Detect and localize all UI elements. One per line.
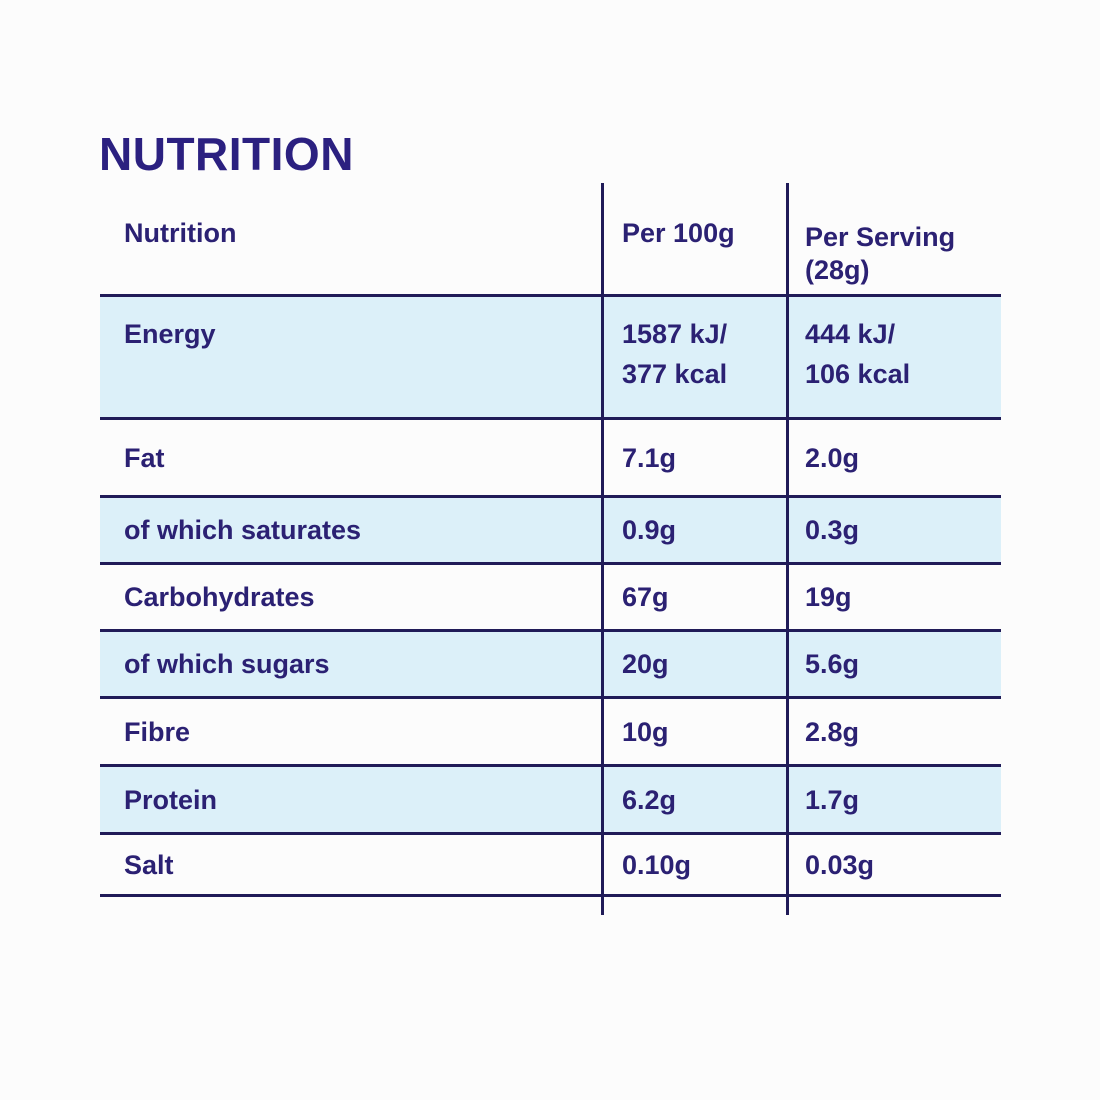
row-value-per-serving: 0.03g	[805, 849, 875, 880]
table-row-fibre: Fibre 10g 2.8g	[100, 696, 1001, 764]
row-value-per-serving: 444 kJ/ 106 kcal	[805, 319, 911, 389]
nutrition-table: Nutrition Per 100g Per Serving (28g) Ene…	[100, 183, 1001, 915]
row-value-per-100g: 1587 kJ/ 377 kcal	[622, 319, 728, 389]
row-label: Protein	[124, 784, 218, 815]
header-cell-per-100g: Per 100g	[622, 218, 735, 248]
table-row-salt: Salt 0.10g 0.03g	[100, 832, 1001, 897]
row-label: of which sugars	[124, 649, 330, 679]
row-label: of which saturates	[124, 515, 362, 545]
column-divider-line	[601, 183, 604, 915]
table-row-carbohydrates: Carbohydrates 67g 19g	[100, 562, 1001, 629]
row-value-per-serving: 19g	[805, 582, 852, 612]
row-label: Energy	[124, 319, 216, 349]
row-label: Salt	[124, 849, 174, 880]
header-cell-per-serving: Per Serving (28g)	[805, 222, 956, 285]
table-row-energy: Energy 1587 kJ/ 377 kcal 444 kJ/ 106 kca…	[100, 294, 1001, 417]
column-divider-line	[786, 183, 789, 915]
row-value-per-100g: 7.1g	[622, 442, 677, 473]
row-label: Carbohydrates	[124, 582, 315, 612]
row-value-per-serving: 0.3g	[805, 515, 860, 545]
table-row-protein: Protein 6.2g 1.7g	[100, 764, 1001, 832]
table-header-row: Nutrition Per 100g Per Serving (28g)	[100, 183, 1001, 294]
row-value-per-100g: 0.9g	[622, 515, 677, 545]
row-value-per-serving: 2.8g	[805, 716, 860, 747]
header-cell-nutrition: Nutrition	[124, 218, 237, 248]
page-title: NUTRITION	[99, 128, 354, 180]
row-label: Fibre	[124, 716, 191, 747]
row-value-per-100g: 6.2g	[622, 784, 677, 815]
row-value-per-100g: 10g	[622, 716, 669, 747]
row-value-per-serving: 5.6g	[805, 649, 860, 679]
row-label: Fat	[124, 442, 165, 473]
row-value-per-serving: 2.0g	[805, 442, 860, 473]
table-row-saturates: of which saturates 0.9g 0.3g	[100, 495, 1001, 562]
table-row-fat: Fat 7.1g 2.0g	[100, 417, 1001, 495]
table-row-sugars: of which sugars 20g 5.6g	[100, 629, 1001, 696]
row-value-per-100g: 67g	[622, 582, 669, 612]
row-value-per-serving: 1.7g	[805, 784, 860, 815]
row-value-per-100g: 20g	[622, 649, 669, 679]
row-value-per-100g: 0.10g	[622, 849, 692, 880]
